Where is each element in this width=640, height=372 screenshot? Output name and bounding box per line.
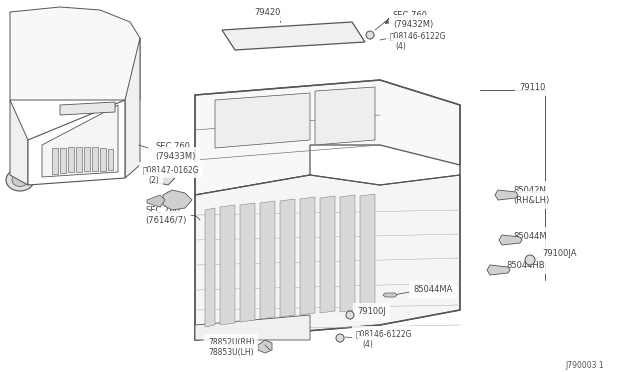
Ellipse shape xyxy=(88,106,93,110)
Text: 78852U(RH): 78852U(RH) xyxy=(208,337,255,346)
Ellipse shape xyxy=(202,302,209,308)
Text: 79100J: 79100J xyxy=(357,308,386,317)
Polygon shape xyxy=(147,195,165,207)
Polygon shape xyxy=(260,201,275,319)
Ellipse shape xyxy=(202,243,209,247)
Polygon shape xyxy=(76,147,82,172)
Polygon shape xyxy=(84,147,90,171)
Ellipse shape xyxy=(337,28,342,32)
Ellipse shape xyxy=(202,212,209,218)
Text: SEC.760: SEC.760 xyxy=(393,10,428,19)
Ellipse shape xyxy=(246,137,254,143)
Polygon shape xyxy=(320,196,335,313)
Polygon shape xyxy=(258,340,272,353)
Polygon shape xyxy=(10,100,28,185)
Circle shape xyxy=(366,31,374,39)
Ellipse shape xyxy=(268,32,273,36)
Polygon shape xyxy=(195,315,310,340)
Text: SEC.760: SEC.760 xyxy=(145,205,180,215)
Text: 85044HB: 85044HB xyxy=(506,260,545,269)
Polygon shape xyxy=(108,149,113,170)
Polygon shape xyxy=(28,100,125,185)
Text: (79433M): (79433M) xyxy=(155,151,195,160)
Polygon shape xyxy=(60,102,115,115)
Text: (RH&LH): (RH&LH) xyxy=(513,196,549,205)
Polygon shape xyxy=(340,195,355,312)
Text: 85044MA: 85044MA xyxy=(413,285,452,295)
Ellipse shape xyxy=(202,273,209,278)
Text: Ⓑ08147-0162G: Ⓑ08147-0162G xyxy=(143,166,200,174)
Polygon shape xyxy=(383,293,397,297)
Polygon shape xyxy=(222,22,365,50)
Circle shape xyxy=(346,311,354,319)
Polygon shape xyxy=(487,265,510,275)
Ellipse shape xyxy=(6,169,34,191)
Ellipse shape xyxy=(227,328,234,334)
Polygon shape xyxy=(100,148,106,171)
Ellipse shape xyxy=(211,330,218,334)
Polygon shape xyxy=(42,105,118,177)
Ellipse shape xyxy=(262,327,269,331)
Polygon shape xyxy=(280,199,295,317)
Ellipse shape xyxy=(77,106,83,110)
Polygon shape xyxy=(92,147,98,171)
Ellipse shape xyxy=(243,34,248,38)
Polygon shape xyxy=(360,194,375,311)
Polygon shape xyxy=(220,205,235,325)
Polygon shape xyxy=(68,147,74,172)
Text: Ⓑ08146-6122G: Ⓑ08146-6122G xyxy=(390,32,447,41)
Text: 79110: 79110 xyxy=(519,83,545,92)
Circle shape xyxy=(336,334,344,342)
Polygon shape xyxy=(300,197,315,315)
Text: (4): (4) xyxy=(395,42,406,51)
Polygon shape xyxy=(535,256,548,264)
Ellipse shape xyxy=(335,26,346,35)
Polygon shape xyxy=(10,7,140,100)
Text: 79100JA: 79100JA xyxy=(542,250,577,259)
Ellipse shape xyxy=(314,26,326,35)
Circle shape xyxy=(525,255,535,265)
Polygon shape xyxy=(195,175,460,340)
Text: (76146/7): (76146/7) xyxy=(145,215,186,224)
Ellipse shape xyxy=(336,107,344,113)
Polygon shape xyxy=(205,208,215,327)
Ellipse shape xyxy=(246,117,254,123)
Ellipse shape xyxy=(246,327,253,333)
Text: 79420: 79420 xyxy=(254,7,280,16)
Ellipse shape xyxy=(264,29,275,38)
Polygon shape xyxy=(195,80,460,195)
Ellipse shape xyxy=(336,127,344,133)
Text: 78853U(LH): 78853U(LH) xyxy=(208,347,253,356)
Ellipse shape xyxy=(12,173,28,186)
Ellipse shape xyxy=(317,29,323,33)
Text: J790003 1: J790003 1 xyxy=(565,360,604,369)
Ellipse shape xyxy=(239,32,250,41)
Text: 85042N: 85042N xyxy=(513,186,546,195)
Polygon shape xyxy=(240,203,255,322)
Polygon shape xyxy=(52,148,58,174)
Polygon shape xyxy=(499,235,522,245)
Polygon shape xyxy=(215,93,310,148)
Ellipse shape xyxy=(97,106,102,110)
Ellipse shape xyxy=(289,29,301,38)
Text: SEC.760: SEC.760 xyxy=(155,141,190,151)
Polygon shape xyxy=(125,38,140,178)
Ellipse shape xyxy=(202,323,209,327)
Polygon shape xyxy=(60,148,66,173)
Ellipse shape xyxy=(108,106,113,110)
Polygon shape xyxy=(163,190,192,210)
Text: (4): (4) xyxy=(362,340,373,349)
Ellipse shape xyxy=(67,106,72,110)
Text: Ⓑ08146-6122G: Ⓑ08146-6122G xyxy=(356,330,413,339)
Polygon shape xyxy=(315,87,375,145)
Ellipse shape xyxy=(292,31,298,35)
Polygon shape xyxy=(495,190,518,200)
Polygon shape xyxy=(155,172,175,185)
Text: (2): (2) xyxy=(148,176,159,185)
Text: (79432M): (79432M) xyxy=(393,19,433,29)
Text: 85044M: 85044M xyxy=(513,231,547,241)
